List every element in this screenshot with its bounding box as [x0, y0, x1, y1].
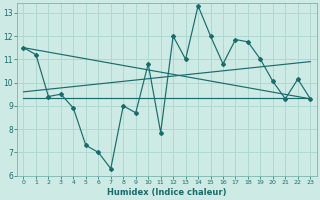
X-axis label: Humidex (Indice chaleur): Humidex (Indice chaleur): [107, 188, 227, 197]
